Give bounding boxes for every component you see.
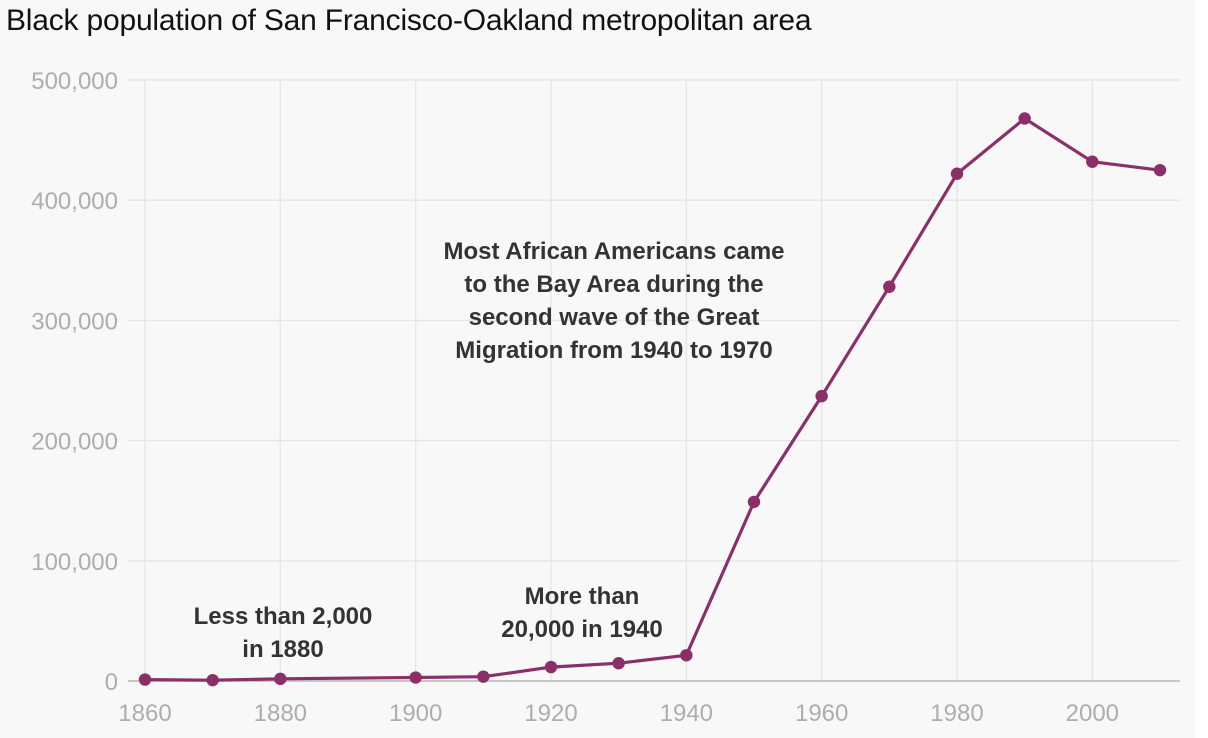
data-point [138, 673, 152, 686]
data-point [274, 672, 287, 686]
annotation-line: Most African Americans came [443, 238, 784, 265]
x-tick-label: 1880 [254, 700, 307, 727]
annotation-line: second wave of the Great [469, 304, 760, 331]
data-point [1018, 112, 1031, 125]
y-tick-label: 200,000 [31, 429, 118, 456]
data-point [544, 660, 558, 674]
data-point [680, 649, 693, 662]
annotation-line: Migration from 1940 to 1970 [455, 337, 772, 364]
y-tick-label: 400,000 [31, 188, 118, 215]
y-tick-label: 100,000 [31, 549, 118, 576]
annotation-line: to the Bay Area during the [464, 271, 763, 298]
chart-annotation: Less than 2,000 in 1880 [194, 603, 373, 663]
chart-annotation: More than 20,000 in 1940 [501, 583, 662, 643]
data-point [1153, 163, 1167, 177]
y-tick-label: 0 [105, 669, 118, 696]
x-tick-label: 1940 [660, 700, 713, 727]
annotation-line: Less than 2,000 [194, 603, 373, 630]
data-point [883, 280, 896, 293]
x-tick-label: 2000 [1066, 700, 1119, 727]
annotation-line: in 1880 [242, 636, 323, 663]
chart-annotation: Most African Americans came to the Bay Ar… [443, 238, 784, 364]
y-tick-label: 300,000 [31, 308, 118, 335]
data-point [815, 389, 828, 403]
x-tick-label: 1860 [118, 700, 171, 727]
data-point [1086, 155, 1099, 168]
x-tick-label: 1980 [930, 700, 983, 727]
data-point [206, 673, 219, 687]
data-point [747, 495, 761, 509]
annotation-line: More than [525, 583, 640, 610]
data-point [950, 167, 964, 180]
annotation-line: 20,000 in 1940 [501, 616, 662, 643]
y-tick-label: 500,000 [31, 68, 118, 95]
series-line [143, 116, 1162, 682]
x-tick-label: 1900 [389, 700, 442, 727]
chart-title: Black population of San Francisco-Oaklan… [6, 4, 812, 37]
x-tick-label: 1920 [524, 700, 577, 727]
data-point [409, 671, 422, 684]
x-tick-label: 1960 [795, 700, 848, 727]
data-point [477, 670, 490, 683]
data-point [612, 657, 625, 670]
